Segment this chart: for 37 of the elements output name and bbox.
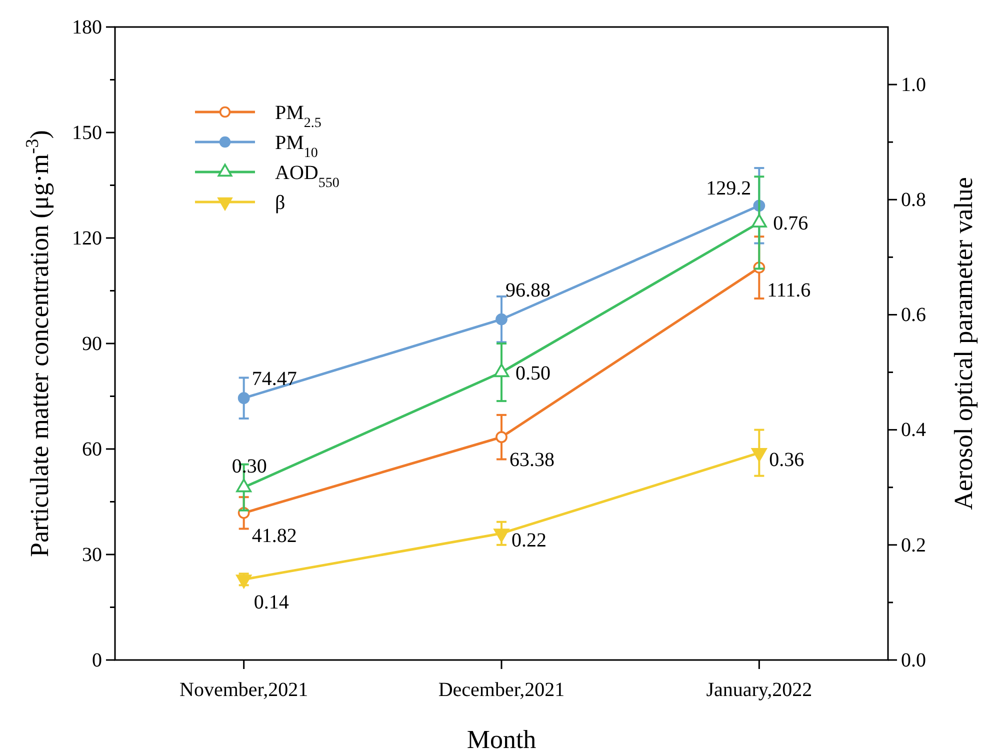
point [238,392,250,404]
data-label: 41.82 [252,524,297,547]
x-tick-label: November,2021 [180,679,308,701]
y2-tick-label: 0.6 [901,304,926,326]
y2-tick-label: 0.2 [901,534,926,556]
data-label: 129.2 [706,178,752,200]
y-tick-label: 0 [92,649,102,672]
data-label: 0.30 [232,455,267,478]
data-label: 0.22 [512,529,546,552]
data-label: 0.14 [254,591,289,614]
y-tick-label: 30 [82,544,102,566]
data-label: 96.88 [506,279,550,302]
x-tick-label: January,2022 [706,679,812,701]
y-tick-label: 90 [82,332,102,355]
y-tick-label: 150 [72,122,102,144]
point [496,431,508,444]
y-tick-label: 120 [72,227,102,250]
y-tick-label: 180 [72,16,102,38]
legend-label: β [275,192,286,214]
y2-axis-title: Aerosol optical parameter value [949,177,978,510]
y2-tick-label: 0.4 [901,419,926,442]
y2-tick-label: 0.8 [901,189,926,212]
x-axis-title: Month [466,725,536,749]
data-label: 74.47 [252,368,297,390]
legend-label: PM$_{2.5}$ [275,102,322,130]
data-label: 0.76 [773,212,808,235]
legend-label: AOD$_{550}$ [275,162,340,190]
legend-label: PM$_{10}$ [275,132,318,160]
y-tick-label: 60 [82,438,102,460]
x-tick-label: December,2021 [438,679,565,701]
data-label: 111.6 [767,280,811,302]
y2-tick-label: 1.0 [901,74,926,96]
point [496,313,508,326]
y2-tick-label: 0.0 [901,649,926,672]
data-label: 63.38 [510,449,554,472]
data-label: 0.36 [769,448,804,471]
data-label: 0.50 [516,362,550,384]
